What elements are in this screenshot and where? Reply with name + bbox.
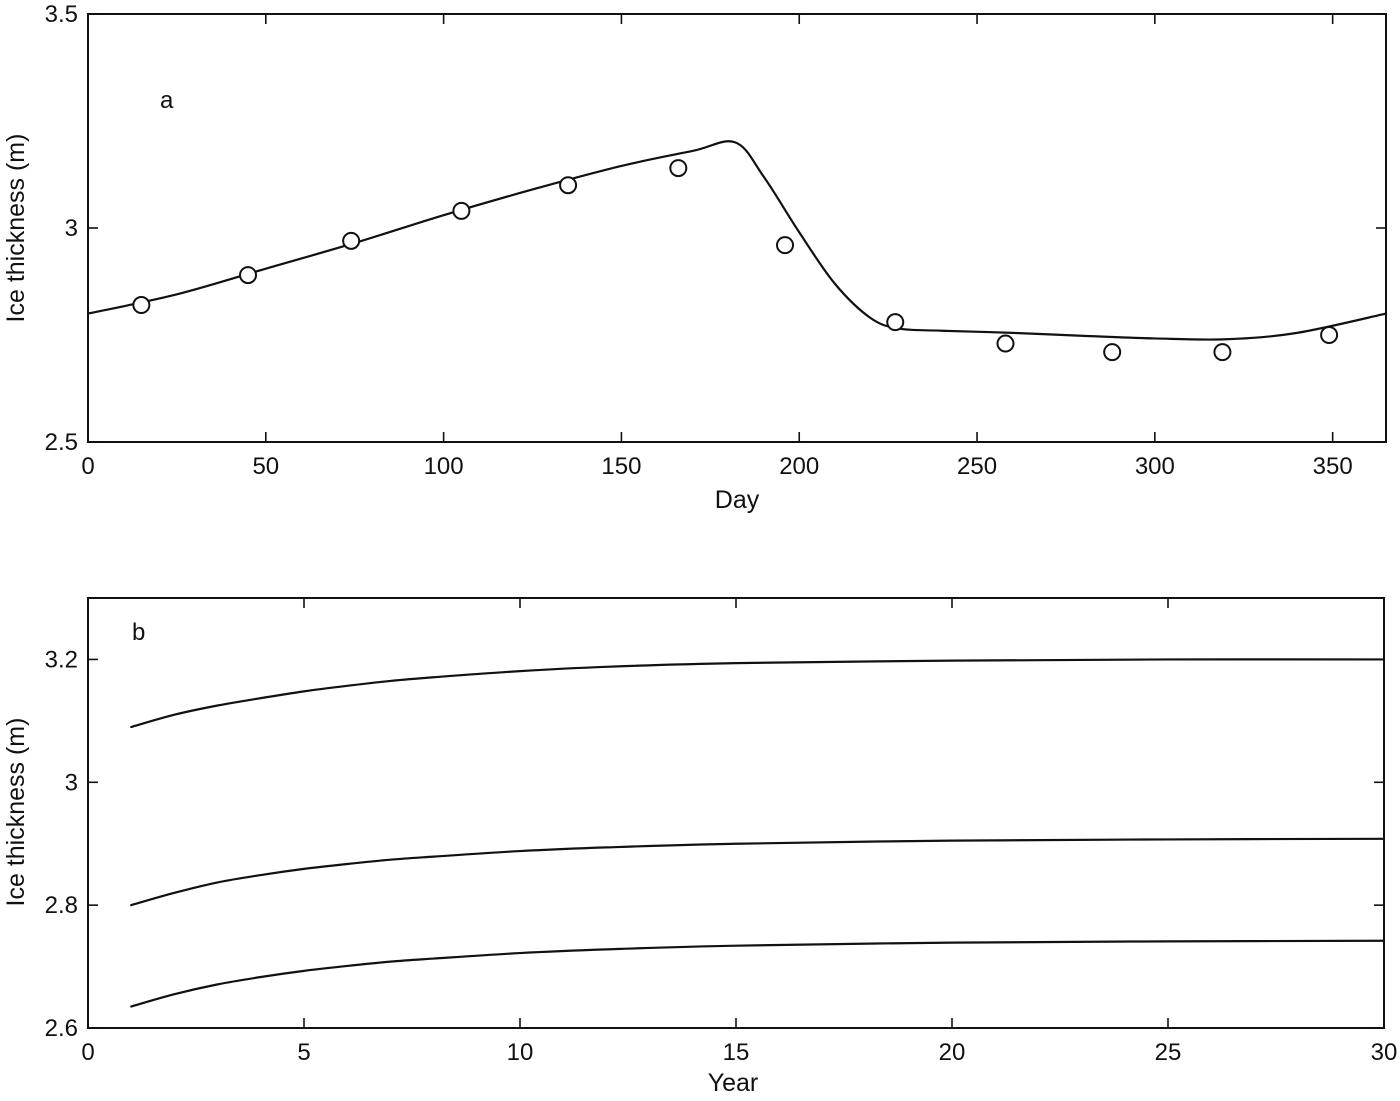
panel-a-observation-point xyxy=(1103,343,1122,362)
panel-b-line-series-1 xyxy=(130,658,1386,729)
panel-a-observation-point xyxy=(886,313,905,332)
panel-a-xtick-label: 250 xyxy=(957,453,997,480)
panel-a-observation-point xyxy=(239,266,258,285)
panel-a-ylabel: Ice thickness (m) xyxy=(2,134,30,323)
panel-b-letter: b xyxy=(132,619,145,646)
panel-a-letter: a xyxy=(160,87,174,114)
panel-b-xtick-label: 25 xyxy=(1155,1039,1182,1066)
panel-a-xtick-label: 0 xyxy=(81,453,94,480)
panel-a-series xyxy=(86,140,1388,362)
panel-b-series xyxy=(130,658,1386,1008)
panel-a-observation-point xyxy=(559,176,578,195)
panel-b-line-series-2 xyxy=(130,837,1386,907)
panel-a-xtick-label: 300 xyxy=(1135,453,1175,480)
panel-a-xtick-label: 50 xyxy=(252,453,279,480)
panel-a-ytick-label: 3 xyxy=(65,215,78,242)
panel-b-xtick-label: 5 xyxy=(297,1039,310,1066)
panel-a-observation-point xyxy=(132,296,151,315)
panel-b-xtick-label: 10 xyxy=(507,1039,534,1066)
panel-a-frame xyxy=(87,13,1387,443)
panel-a-xtick-label: 350 xyxy=(1313,453,1353,480)
panel-b-xtick-label: 0 xyxy=(81,1039,94,1066)
panel-b-ytick-label: 3 xyxy=(65,769,78,796)
panel-a-xtick-label: 200 xyxy=(779,453,819,480)
panel-b-ytick-label: 2.8 xyxy=(45,892,78,919)
panel-a-observation-point xyxy=(1320,326,1339,344)
panel-a-observation-point xyxy=(996,334,1015,353)
panel-b-ylabel: Ice thickness (m) xyxy=(2,718,30,907)
panel-a-ytick-label: 3.5 xyxy=(45,1,78,28)
panel-b-xtick-label: 30 xyxy=(1371,1039,1398,1066)
panel-a-observation-point xyxy=(1213,343,1232,362)
panel-b: b 0 5 10 15 20 25 30 2.6 2.8 3 3.2 Year Ice thickn… xyxy=(2,597,1398,1097)
panel-a-observation-point xyxy=(669,159,688,178)
panel-a-observation-point xyxy=(452,201,471,220)
panel-b-axes: 0 5 10 15 20 25 30 2.6 2.8 3 3.2 xyxy=(45,598,1398,1066)
panel-a-xtick-label: 100 xyxy=(424,453,464,480)
panel-a: a 0 50 100 150 200 250 300 350 2.5 3 3.5 Day Ice t… xyxy=(2,1,1388,514)
panel-b-xtick-label: 15 xyxy=(723,1039,750,1066)
panel-a-xtick-label: 150 xyxy=(601,453,641,480)
panel-b-ytick-label: 3.2 xyxy=(45,646,78,673)
panel-b-line-series-3 xyxy=(130,939,1386,1008)
panel-b-ytick-label: 2.6 xyxy=(45,1015,78,1042)
panel-a-line-series-1 xyxy=(86,140,1388,341)
panel-a-observation-point xyxy=(342,231,361,250)
panel-a-axes: 0 50 100 150 200 250 300 350 2.5 3 3.5 xyxy=(45,1,1386,480)
panel-b-xtick-label: 20 xyxy=(939,1039,966,1066)
panel-a-ytick-label: 2.5 xyxy=(45,429,78,456)
panel-a-xlabel: Day xyxy=(715,486,760,514)
panel-b-xlabel: Year xyxy=(708,1069,759,1097)
panel-a-observation-point xyxy=(776,236,795,255)
